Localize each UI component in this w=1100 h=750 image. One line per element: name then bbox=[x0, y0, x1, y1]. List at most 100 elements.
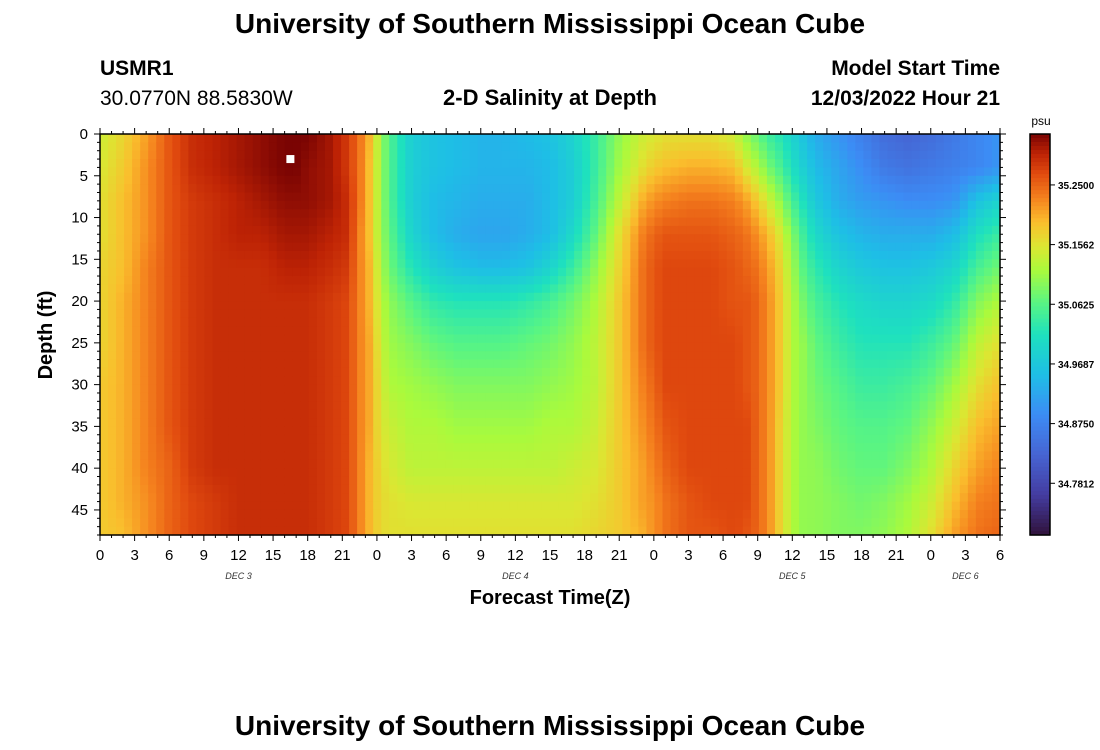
heatmap-cell bbox=[196, 159, 206, 169]
heatmap-cell bbox=[236, 200, 246, 210]
heatmap-cell bbox=[292, 367, 302, 377]
heatmap-cell bbox=[389, 451, 398, 461]
heatmap-cell bbox=[734, 259, 744, 269]
heatmap-cell bbox=[260, 459, 270, 469]
heatmap-cell bbox=[124, 250, 133, 260]
heatmap-cell bbox=[260, 209, 270, 219]
heatmap-cell bbox=[541, 451, 551, 461]
heatmap-cell bbox=[750, 250, 760, 260]
heatmap-cell bbox=[140, 426, 149, 436]
heatmap-cell bbox=[807, 451, 816, 461]
heatmap-cell bbox=[670, 259, 680, 269]
heatmap-cell bbox=[823, 284, 832, 294]
heatmap-cell bbox=[188, 468, 198, 478]
heatmap-cell bbox=[791, 334, 800, 344]
heatmap-cell bbox=[292, 267, 302, 277]
heatmap-cell bbox=[236, 326, 246, 336]
heatmap-cell bbox=[799, 359, 808, 369]
heatmap-cell bbox=[493, 267, 503, 277]
heatmap-cell bbox=[694, 493, 704, 503]
heatmap-cell bbox=[646, 175, 656, 185]
heatmap-cell bbox=[196, 367, 206, 377]
heatmap-cell bbox=[108, 392, 117, 402]
heatmap-cell bbox=[887, 409, 897, 419]
heatmap-cell bbox=[670, 159, 680, 169]
heatmap-cell bbox=[895, 326, 905, 336]
heatmap-cell bbox=[871, 501, 881, 511]
heatmap-cell bbox=[590, 493, 599, 503]
heatmap-cell bbox=[469, 526, 479, 536]
heatmap-cell bbox=[662, 476, 672, 486]
heatmap-cell bbox=[196, 459, 206, 469]
heatmap-cell bbox=[799, 484, 808, 494]
heatmap-cell bbox=[172, 484, 181, 494]
heatmap-cell bbox=[228, 484, 238, 494]
heatmap-cell bbox=[349, 200, 358, 210]
heatmap-cell bbox=[654, 250, 664, 260]
heatmap-cell bbox=[566, 526, 575, 536]
heatmap-cell bbox=[791, 167, 800, 177]
heatmap-cell bbox=[670, 359, 680, 369]
heatmap-cell bbox=[574, 225, 583, 235]
heatmap-cell bbox=[758, 200, 768, 210]
heatmap-cell bbox=[855, 192, 864, 202]
heatmap-cell bbox=[116, 267, 125, 277]
heatmap-cell bbox=[590, 376, 599, 386]
heatmap-cell bbox=[284, 501, 294, 511]
heatmap-cell bbox=[927, 376, 937, 386]
heatmap-cell bbox=[148, 451, 157, 461]
heatmap-cell bbox=[413, 367, 423, 377]
heatmap-cell bbox=[509, 392, 519, 402]
heatmap-cell bbox=[541, 376, 551, 386]
heatmap-cell bbox=[108, 267, 117, 277]
heatmap-cell bbox=[791, 518, 800, 528]
heatmap-cell bbox=[172, 284, 181, 294]
heatmap-cell bbox=[662, 184, 672, 194]
heatmap-cell bbox=[903, 301, 913, 311]
heatmap-cell bbox=[783, 509, 792, 519]
heatmap-cell bbox=[333, 434, 342, 444]
heatmap-cell bbox=[381, 418, 390, 427]
heatmap-cell bbox=[911, 276, 921, 285]
heatmap-cell bbox=[493, 409, 503, 419]
heatmap-cell bbox=[863, 384, 873, 394]
heatmap-cell bbox=[863, 501, 873, 511]
heatmap-cell bbox=[598, 234, 607, 244]
heatmap-cell bbox=[333, 209, 342, 219]
heatmap-cell bbox=[614, 234, 623, 244]
heatmap-cell bbox=[550, 234, 559, 244]
heatmap-cell bbox=[750, 175, 760, 185]
heatmap-cell bbox=[879, 209, 889, 219]
heatmap-cell bbox=[244, 409, 254, 419]
heatmap-cell bbox=[349, 184, 358, 194]
heatmap-cell bbox=[469, 192, 479, 202]
heatmap-cell bbox=[533, 234, 543, 244]
heatmap-cell bbox=[742, 309, 752, 319]
heatmap-cell bbox=[839, 351, 848, 361]
heatmap-cell bbox=[429, 284, 439, 294]
heatmap-cell bbox=[582, 326, 591, 336]
heatmap-cell bbox=[461, 501, 471, 511]
heatmap-cell bbox=[180, 317, 189, 327]
heatmap-cell bbox=[260, 518, 270, 528]
heatmap-cell bbox=[276, 175, 286, 185]
heatmap-cell bbox=[566, 217, 575, 227]
heatmap-cell bbox=[566, 284, 575, 294]
heatmap-cell bbox=[702, 426, 712, 436]
heatmap-cell bbox=[879, 284, 889, 294]
heatmap-cell bbox=[349, 484, 358, 494]
heatmap-cell bbox=[863, 359, 873, 369]
heatmap-cell bbox=[614, 501, 623, 511]
heatmap-cell bbox=[550, 426, 559, 436]
heatmap-cell bbox=[116, 509, 125, 519]
heatmap-cell bbox=[911, 200, 921, 210]
heatmap-cell bbox=[742, 200, 752, 210]
heatmap-cell bbox=[397, 225, 406, 235]
heatmap-cell bbox=[325, 326, 334, 336]
heatmap-cell bbox=[164, 292, 173, 302]
heatmap-cell bbox=[911, 426, 921, 436]
heatmap-cell bbox=[750, 142, 760, 152]
heatmap-cell bbox=[381, 267, 390, 277]
heatmap-cell bbox=[758, 443, 768, 453]
heatmap-cell bbox=[429, 493, 439, 503]
